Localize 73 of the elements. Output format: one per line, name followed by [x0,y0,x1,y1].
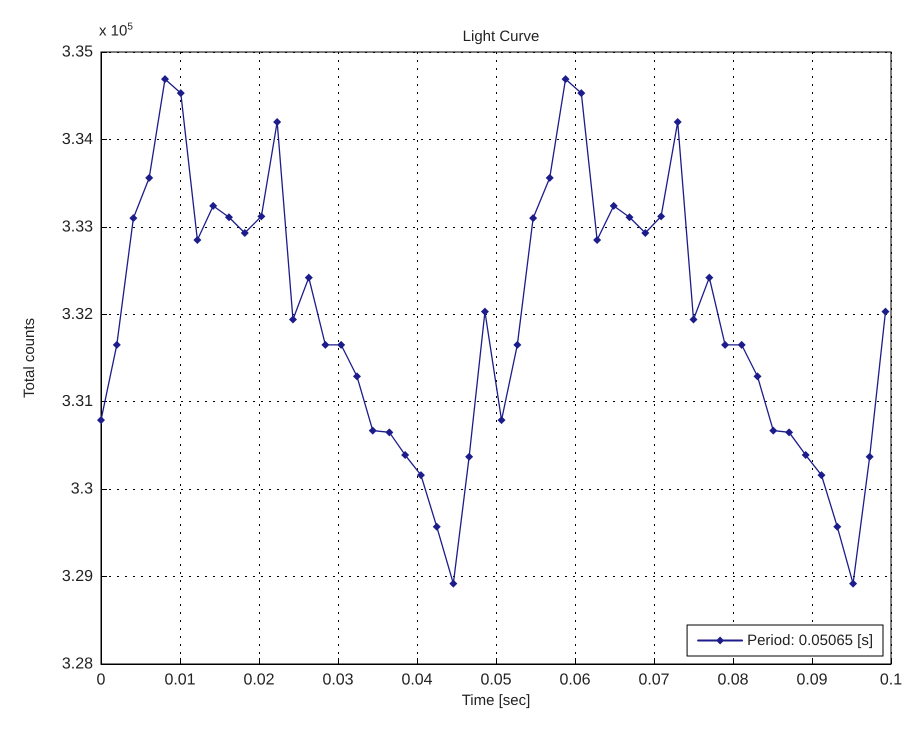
point [321,340,330,349]
point [416,471,425,480]
point [817,471,826,480]
x-tick-label: 0.1 [880,672,902,688]
point [849,580,858,588]
x-tick-label: 0.02 [243,672,275,688]
point [562,75,570,84]
point [641,228,650,237]
point [257,212,266,220]
point [546,174,554,182]
y-tick-label: 3.29 [62,568,94,586]
y-tick-label: 3.32 [62,306,94,323]
point [449,580,458,588]
point [705,274,714,282]
point [304,274,313,282]
point [610,202,618,210]
point [738,340,746,349]
point [657,212,666,220]
point [273,118,282,126]
x-tick-label: 0 [96,672,106,688]
legend-label: Period: 0.05065 [s] [747,632,874,649]
y-tick-label: 3.35 [62,44,94,60]
point [368,426,377,435]
point [401,451,410,460]
point [176,89,185,98]
point [593,236,602,244]
point [385,428,394,436]
point [881,308,890,316]
y-tick-label: 3.31 [62,393,94,410]
point [498,416,506,424]
point [674,118,682,126]
x-tick-label: 0.06 [559,672,591,688]
point [337,340,346,349]
point [209,202,218,210]
y-tick-label: 3.3 [70,480,94,498]
point [785,428,794,436]
y-tick-label: 3.28 [62,656,94,672]
point [224,213,233,222]
chart-title: Light Curve [462,28,540,45]
y-tick-label: 3.33 [62,218,94,236]
point [769,426,778,435]
point [112,340,121,349]
point [833,522,842,531]
point [193,236,202,244]
x-axis-title: Time [sec] [462,692,530,709]
point [513,340,522,349]
point [690,316,698,324]
x-tick-label: 0.08 [717,672,749,688]
x-tick-label: 0.09 [796,672,828,688]
x-tick-label: 0.07 [638,672,670,688]
point [802,451,810,460]
point [529,214,538,222]
point [626,213,634,222]
point [240,228,249,237]
point [97,416,105,424]
point [432,522,441,531]
point [480,308,489,316]
point [129,214,138,222]
point [721,340,730,349]
point [352,372,361,380]
y-tick-label: 3.34 [62,130,94,148]
point [288,316,297,324]
point [145,174,154,182]
x-tick-label: 0.03 [322,672,354,688]
point [160,75,169,84]
y-axis-title: Total counts [21,318,38,398]
point [753,372,762,380]
x-tick-label: 0.04 [401,672,433,688]
x-tick-label: 0.05 [480,672,512,688]
x-tick-label: 0.01 [164,672,196,688]
point [866,452,874,461]
point [577,89,586,98]
point [465,452,474,461]
